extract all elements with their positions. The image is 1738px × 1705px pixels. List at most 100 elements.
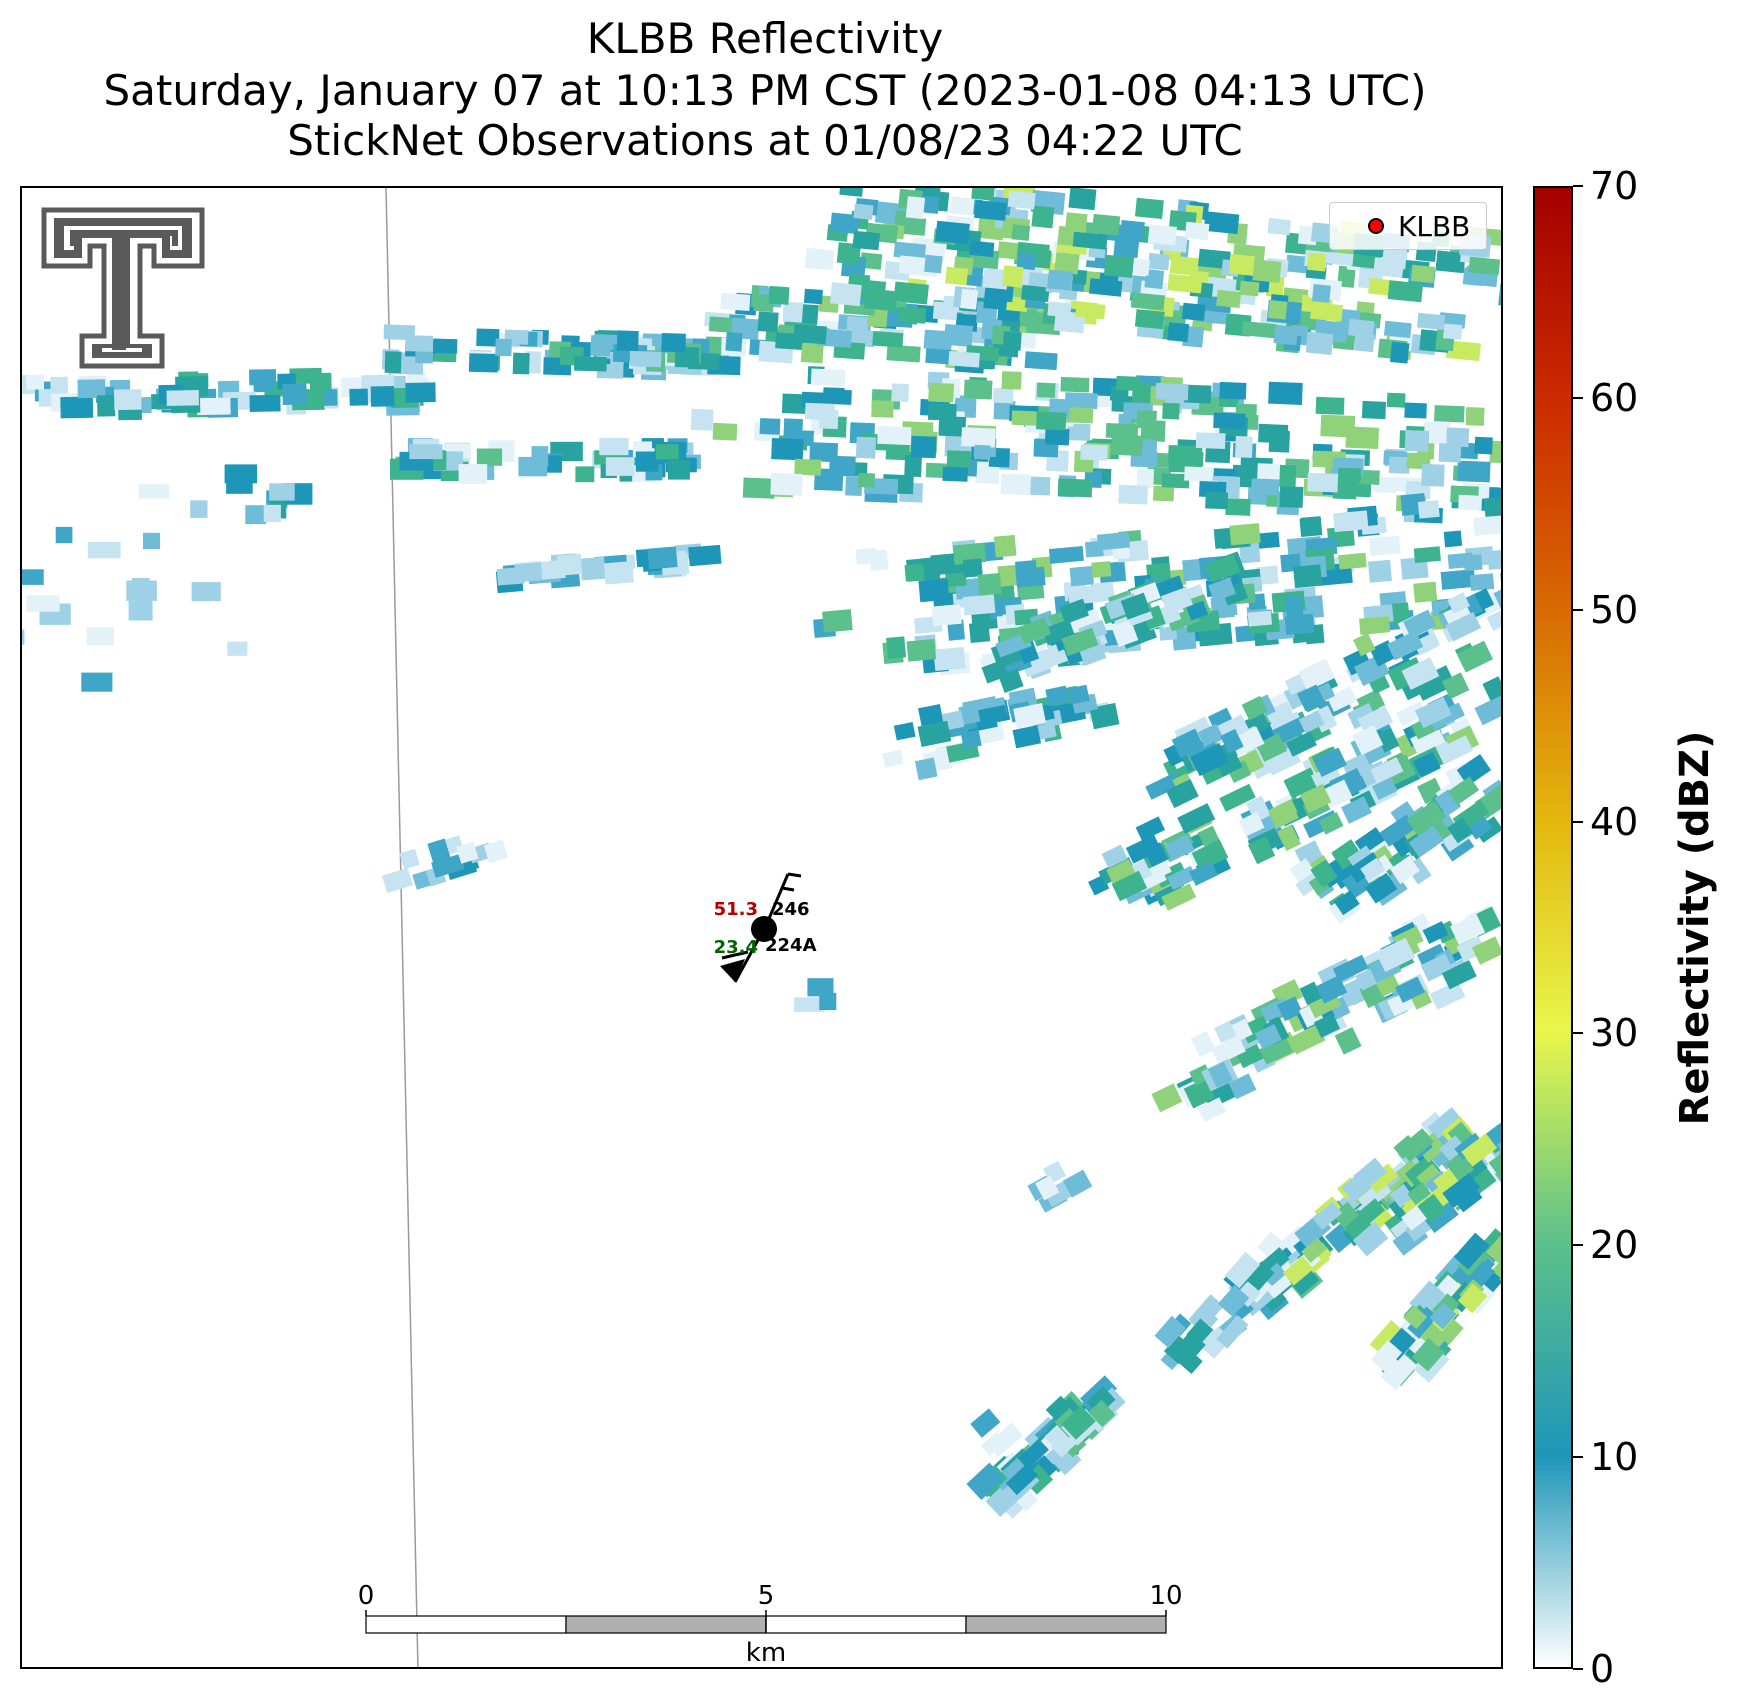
echo-pixel xyxy=(768,285,790,305)
echo-pixel xyxy=(1376,727,1400,753)
echo-pixel xyxy=(1002,331,1022,351)
wind-barb-flag xyxy=(787,872,802,878)
echo-pixel xyxy=(1370,1340,1403,1373)
echo-pixel xyxy=(1410,264,1436,284)
echo-pixel xyxy=(1489,440,1501,464)
echo-pixel xyxy=(927,402,957,421)
radar-map: 0 5 10 km 51.3 246 23.4 224A xyxy=(20,186,1503,1669)
echo-pixel xyxy=(928,382,954,403)
echo-pixel xyxy=(1447,817,1474,844)
echo-pixel xyxy=(1313,1013,1341,1038)
echo-pixel xyxy=(720,292,751,311)
echo-pixel xyxy=(1197,723,1224,748)
echo-pixel xyxy=(1042,619,1075,646)
echo-pixel xyxy=(1352,1221,1389,1257)
county-boundary-line xyxy=(385,188,419,1667)
echo-pixel xyxy=(1283,767,1320,799)
station-temperature: 51.3 xyxy=(714,899,758,920)
echo-pixel xyxy=(1011,224,1031,241)
echo-pixel xyxy=(1406,800,1446,837)
colorbar-tick xyxy=(1573,1244,1583,1247)
echo-pixel xyxy=(904,455,922,478)
title-line-3: StickNet Observations at 01/08/23 04:22 … xyxy=(287,116,1243,165)
echo-pixel xyxy=(860,252,883,270)
echo-pixel xyxy=(1311,284,1331,303)
echo-pixel xyxy=(770,472,803,496)
echo-pixel xyxy=(882,749,904,768)
colorbar-tick xyxy=(1573,396,1583,399)
echo-pixel xyxy=(1440,569,1476,590)
station-dewpoint: 23.4 xyxy=(714,937,758,958)
echo-pixel xyxy=(1254,1023,1282,1050)
echo-pixel xyxy=(1403,1305,1428,1330)
colorbar-tick-label: 50 xyxy=(1590,587,1639,632)
echo-pixel xyxy=(759,418,781,435)
colorbar-tick xyxy=(1573,608,1583,611)
echo-pixel xyxy=(1068,188,1097,211)
echo-pixel xyxy=(1492,1236,1501,1263)
echo-pixel xyxy=(918,703,944,729)
colorbar-tick-label: 0 xyxy=(1590,1647,1615,1691)
echo-pixel xyxy=(1047,269,1073,291)
echo-pixel xyxy=(945,266,969,286)
echo-pixel xyxy=(1445,340,1481,362)
echo-pixel xyxy=(1247,836,1276,865)
double-t-logo-icon xyxy=(41,207,205,369)
echo-pixel xyxy=(1446,427,1470,448)
echo-pixel xyxy=(60,396,94,419)
echo-pixel xyxy=(1297,684,1325,712)
echo-pixel xyxy=(1080,444,1108,461)
echo-pixel xyxy=(1456,935,1486,963)
echo-pixel xyxy=(1031,205,1055,229)
echo-pixel xyxy=(1225,498,1251,516)
echo-pixel xyxy=(87,541,121,559)
echo-pixel xyxy=(1488,1149,1501,1180)
echo-pixel xyxy=(166,389,199,406)
echo-pixel xyxy=(1024,351,1058,371)
echo-pixel xyxy=(961,427,996,448)
echo-pixel xyxy=(1375,937,1416,973)
scale-label-10: 10 xyxy=(1149,1581,1182,1611)
echo-pixel xyxy=(1061,627,1099,657)
echo-pixel xyxy=(712,422,738,441)
echo-pixel xyxy=(1136,468,1155,489)
echo-pixel xyxy=(1208,1061,1233,1088)
echo-pixel xyxy=(1089,702,1120,730)
echo-pixel xyxy=(1443,323,1463,340)
station-pressure: 246 xyxy=(772,899,810,920)
echo-pixel xyxy=(557,553,583,576)
echo-pixel xyxy=(1347,703,1377,730)
echo-pixel xyxy=(409,444,443,460)
echo-pixel xyxy=(783,418,803,437)
echo-pixel xyxy=(1256,531,1280,549)
echo-pixel xyxy=(962,594,996,616)
echo-pixel xyxy=(1061,1405,1096,1440)
echo-pixel xyxy=(1485,1227,1501,1266)
echo-pixel xyxy=(1186,600,1209,621)
echo-pixel xyxy=(1386,392,1406,408)
echo-pixel xyxy=(1468,256,1501,276)
echo-pixel xyxy=(1441,960,1477,990)
echo-pixel xyxy=(1054,252,1080,275)
echo-pixel xyxy=(932,301,958,321)
echo-pixel xyxy=(114,389,142,411)
echo-pixel xyxy=(905,196,926,220)
echo-pixel xyxy=(1284,595,1304,618)
echo-pixel xyxy=(830,212,860,235)
echo-pixel xyxy=(1500,529,1501,549)
echo-pixel xyxy=(1211,1035,1247,1065)
echo-pixel xyxy=(1284,614,1315,636)
reflectivity-echoes xyxy=(22,188,1501,1519)
echo-pixel xyxy=(998,668,1024,693)
echo-pixel xyxy=(803,288,823,305)
echo-pixel xyxy=(797,303,819,324)
echo-pixel xyxy=(1018,1438,1049,1469)
scale-bar: 0 5 10 km xyxy=(358,1581,1183,1667)
echo-pixel xyxy=(1417,1193,1447,1223)
echo-pixel xyxy=(476,448,503,466)
echo-pixel xyxy=(1447,776,1480,806)
echo-pixel xyxy=(1147,252,1170,271)
legend-label: KLBB xyxy=(1398,209,1471,243)
echo-pixel xyxy=(1307,252,1327,272)
reflectivity-colorbar xyxy=(1533,186,1573,1669)
